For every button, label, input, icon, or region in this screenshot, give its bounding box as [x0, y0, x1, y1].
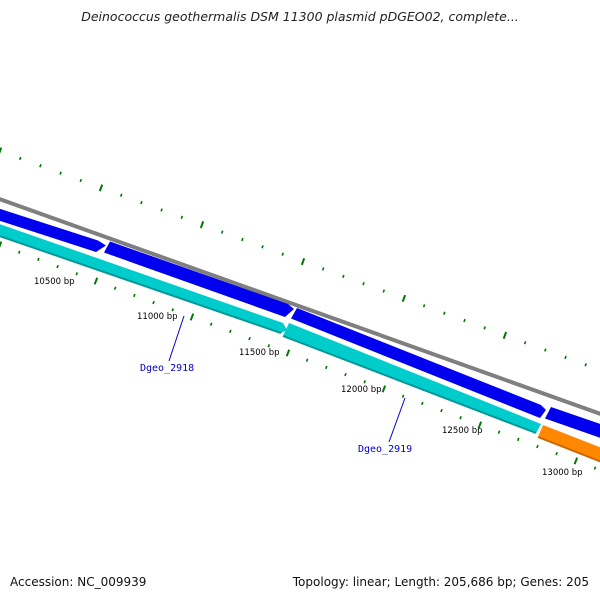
major-tick [0, 147, 3, 154]
minor-tick [56, 264, 59, 269]
reverse-cds-2[interactable] [283, 323, 541, 433]
major-tick [285, 349, 291, 357]
minor-tick [140, 200, 143, 205]
minor-tick [281, 252, 285, 256]
rna-feature[interactable] [538, 425, 600, 466]
major-tick [401, 294, 407, 303]
scale-label: 10500 bp [34, 277, 75, 287]
forward-gene-1[interactable] [0, 205, 106, 252]
minor-tick [59, 171, 62, 175]
minor-tick [440, 408, 443, 413]
minor-tick [421, 401, 424, 406]
minor-tick [463, 318, 466, 323]
minor-tick [79, 178, 83, 183]
map-title: Deinococcus geothermalis DSM 11300 plasm… [81, 9, 519, 24]
minor-tick [241, 237, 244, 242]
minor-tick [382, 289, 386, 293]
gene-label-leader [388, 397, 406, 443]
major-tick [300, 257, 306, 266]
minor-tick [171, 308, 175, 312]
forward-gene-4[interactable] [545, 407, 600, 442]
minor-tick [544, 348, 547, 352]
minor-tick [180, 215, 184, 220]
minor-tick [321, 267, 325, 271]
major-tick [98, 184, 104, 192]
minor-tick [325, 365, 328, 370]
minor-tick [75, 272, 79, 276]
reverse-cds-track [0, 220, 600, 466]
major-tick [189, 313, 195, 321]
minor-tick [422, 304, 426, 308]
minor-tick [401, 394, 405, 398]
minor-tick [564, 355, 567, 360]
major-tick [0, 241, 3, 248]
major-tick [199, 221, 205, 229]
major-tick [573, 457, 579, 465]
minor-tick [497, 430, 501, 434]
minor-tick [37, 257, 40, 262]
backbone-line-stroke [0, 197, 600, 416]
minor-tick [39, 164, 42, 168]
outer-tick-track [0, 147, 587, 367]
minor-tick [18, 156, 22, 161]
gene-label[interactable]: Dgeo_2919 [358, 444, 412, 455]
reverse-cds-1[interactable] [0, 220, 287, 333]
scale-label: 12000 bp [341, 385, 382, 395]
reverse-cds-2-shadow [282, 335, 537, 434]
accession-text: Accession: NC_009939 [10, 575, 147, 589]
minor-tick [267, 344, 271, 348]
inner-tick-track [0, 241, 597, 470]
minor-tick [516, 437, 520, 442]
minor-tick [344, 372, 347, 377]
minor-tick [248, 336, 251, 341]
gene-label[interactable]: Dgeo_2918 [140, 363, 194, 374]
minor-tick [152, 300, 155, 305]
minor-tick [305, 358, 309, 362]
minor-tick [261, 245, 264, 249]
minor-tick [584, 363, 587, 367]
minor-tick [160, 208, 163, 212]
reverse-cds-1-shadow [0, 235, 282, 334]
minor-tick [363, 380, 366, 384]
minor-tick [523, 341, 527, 345]
minor-tick [229, 329, 232, 334]
minor-tick [362, 282, 365, 286]
minor-tick [443, 311, 446, 315]
scale-label: 11000 bp [137, 312, 178, 322]
minor-tick [119, 193, 123, 197]
summary-text: Topology: linear; Length: 205,686 bp; Ge… [292, 575, 589, 589]
major-tick [477, 421, 483, 429]
major-tick [502, 331, 508, 339]
minor-tick [113, 286, 117, 290]
minor-tick [459, 416, 462, 420]
minor-tick [133, 293, 136, 298]
scale-label: 13000 bp [542, 468, 583, 478]
major-tick [381, 385, 387, 393]
minor-tick [536, 444, 539, 449]
gene-label-leader [168, 315, 185, 362]
minor-tick [342, 274, 345, 278]
minor-tick [555, 452, 558, 456]
minor-tick [593, 466, 597, 470]
forward-gene-track [0, 205, 600, 442]
forward-gene-3[interactable] [291, 308, 546, 418]
scale-label: 11500 bp [239, 348, 280, 358]
minor-tick [483, 326, 486, 330]
major-tick [93, 277, 99, 285]
minor-tick [17, 250, 21, 254]
scale-label: 12500 bp [442, 426, 483, 436]
forward-gene-2[interactable] [104, 241, 294, 318]
minor-tick [209, 322, 213, 326]
minor-tick [220, 230, 224, 234]
